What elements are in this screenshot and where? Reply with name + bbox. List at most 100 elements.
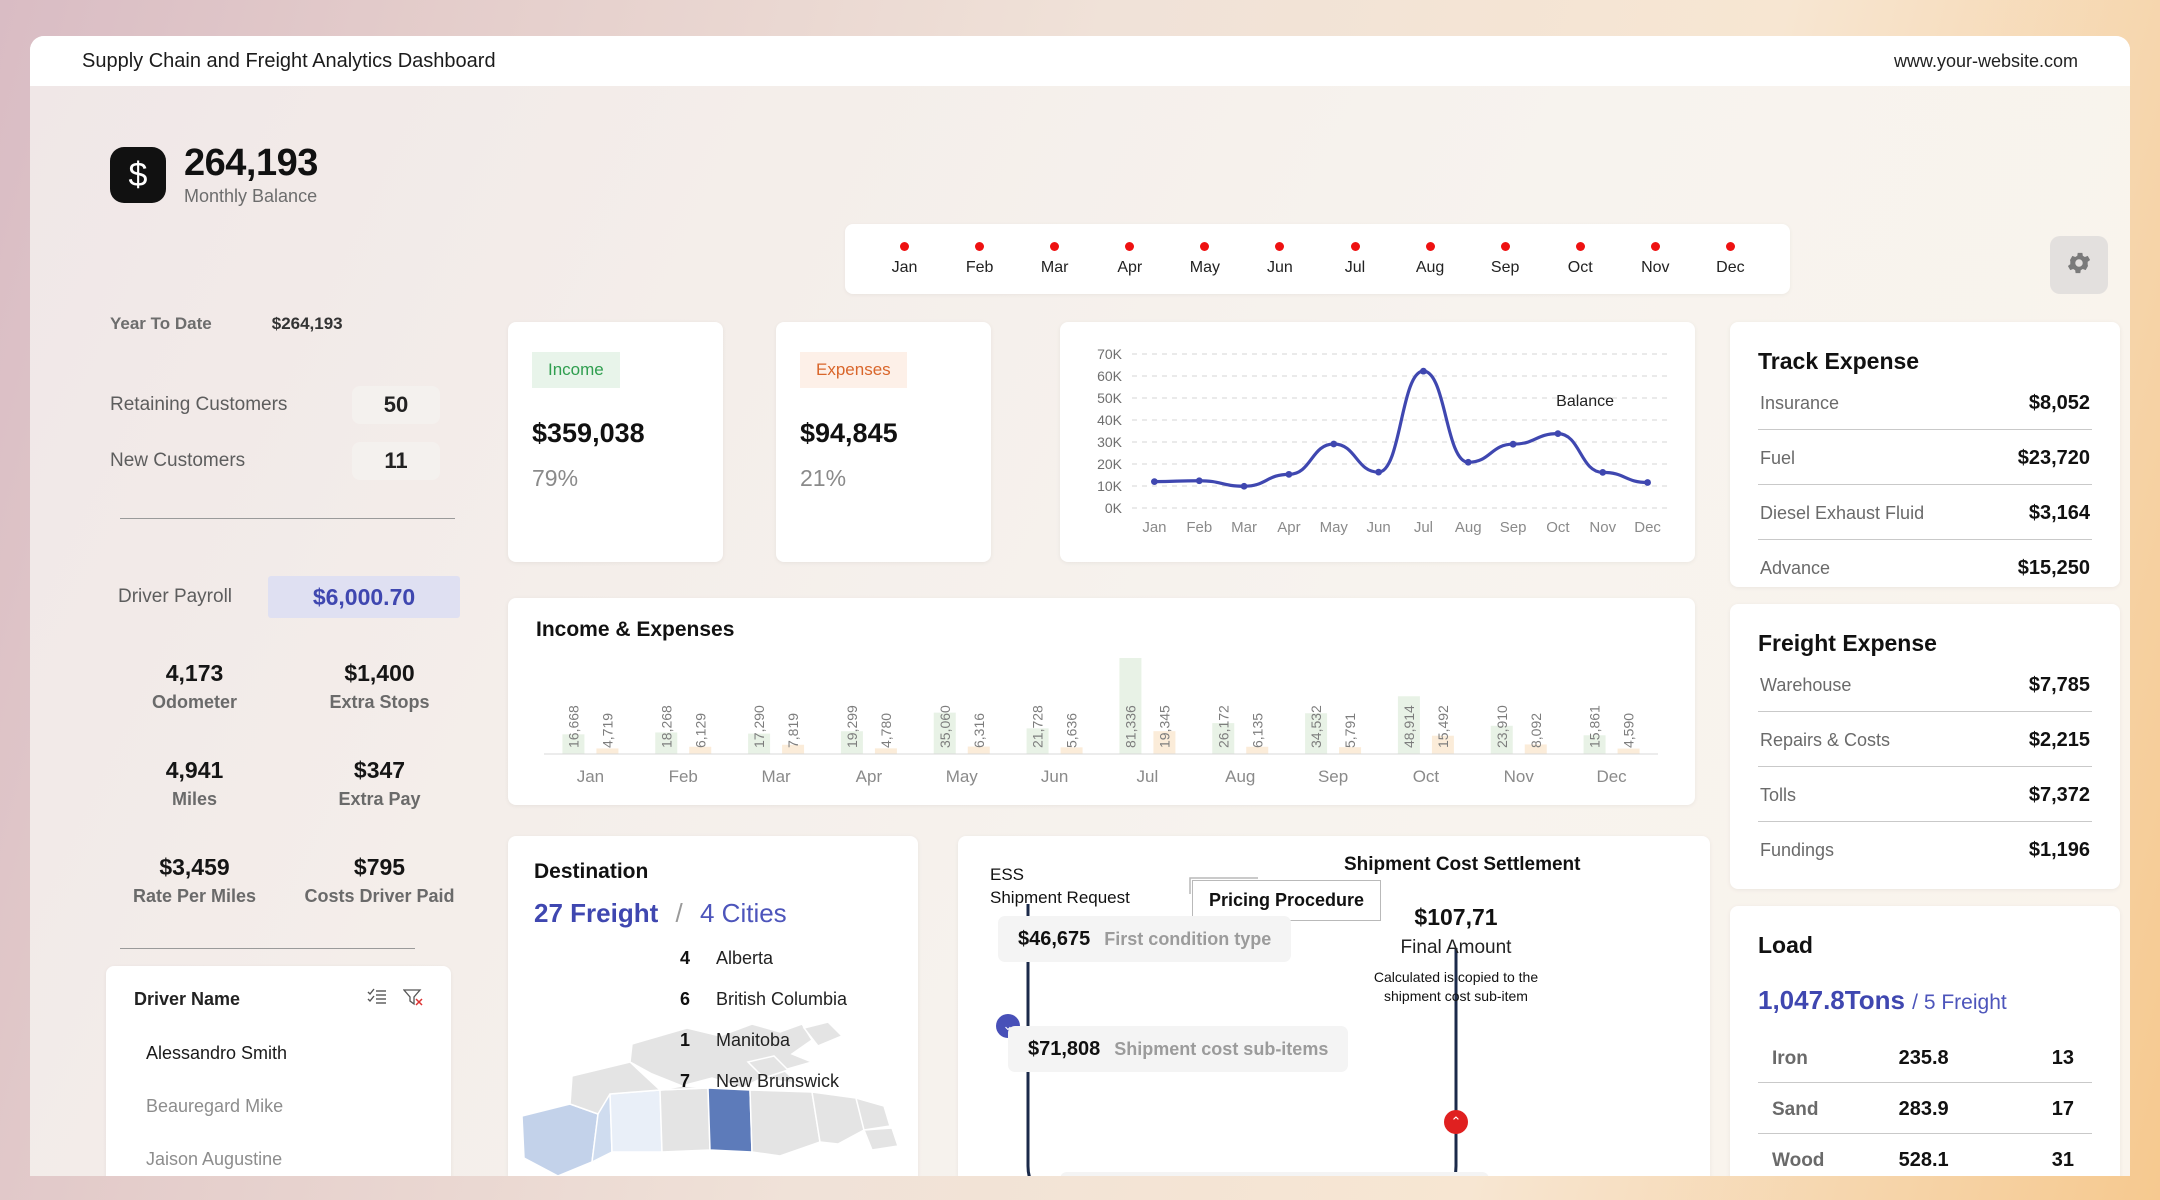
month-item-jul[interactable]: Jul xyxy=(1317,241,1392,277)
list-item[interactable]: Jaison Augustine xyxy=(146,1149,283,1169)
month-label: Jan xyxy=(891,258,918,276)
table-row: Fuel $23,720 xyxy=(1758,430,2092,485)
month-item-oct[interactable]: Oct xyxy=(1543,241,1618,277)
retaining-customers-row: Retaining Customers 50 xyxy=(110,386,440,424)
svg-text:Sep: Sep xyxy=(1500,519,1527,536)
month-label: Oct xyxy=(1567,258,1593,276)
flow-source-line2: Shipment Request xyxy=(990,887,1130,907)
svg-text:Aug: Aug xyxy=(1455,519,1482,536)
load-tons-value: 235.8 xyxy=(1898,1047,1949,1069)
top-bar: Supply Chain and Freight Analytics Dashb… xyxy=(30,36,2130,86)
driver-name-panel: Driver Name xyxy=(106,966,451,1176)
table-row: Tolls $7,372 xyxy=(1758,767,2092,822)
month-item-jun[interactable]: Jun xyxy=(1242,241,1317,277)
month-selector[interactable]: Jan Feb Mar Apr May Jun Jul Aug Sep Oct … xyxy=(845,224,1790,294)
svg-text:Mar: Mar xyxy=(761,767,791,786)
load-freight-count: / 5 Freight xyxy=(1912,991,2007,1014)
table-row: Repairs & Costs $2,215 xyxy=(1758,712,2092,767)
svg-text:21,728: 21,728 xyxy=(1030,705,1046,748)
freight-expense-card: Freight Expense Warehouse $7,785 Repairs… xyxy=(1730,604,2120,889)
month-item-may[interactable]: May xyxy=(1167,241,1242,277)
stat-value: 4,941 xyxy=(165,757,224,783)
svg-text:Oct: Oct xyxy=(1546,519,1570,536)
ytd-value: $264,193 xyxy=(271,314,343,333)
stat-miles: 4,941 Miles xyxy=(102,735,287,832)
new-customers-label: New Customers xyxy=(110,450,246,471)
settings-button[interactable] xyxy=(2050,236,2108,294)
freight-expense-title: Freight Expense xyxy=(1758,630,1937,656)
svg-text:Nov: Nov xyxy=(1589,519,1616,536)
month-dot-icon xyxy=(1125,241,1135,251)
income-expenses-chart-svg: 16,668 4,719 Jan 18,268 6,129 Feb 17,290 7,819 M… xyxy=(544,658,1658,786)
month-label: Sep xyxy=(1490,258,1520,276)
flow-node-ere-stage[interactable]: $61,036 ERE Stage xyxy=(1060,1172,1278,1176)
load-tons-value: 528.1 xyxy=(1898,1149,1949,1171)
svg-text:17,290: 17,290 xyxy=(751,705,767,748)
month-dot-icon xyxy=(1275,241,1285,251)
expense-value: $15,250 xyxy=(2017,557,2090,579)
note-line1: Calculated is copied to the xyxy=(1373,969,1539,985)
driver-panel-title: Driver Name xyxy=(134,989,241,1009)
svg-text:Oct: Oct xyxy=(1413,767,1440,786)
month-item-jan[interactable]: Jan xyxy=(867,241,942,277)
svg-text:6,316: 6,316 xyxy=(971,713,987,748)
load-material: Iron xyxy=(1772,1047,1808,1069)
list-item[interactable]: Beauregard Mike xyxy=(146,1096,284,1116)
flow-node-first-condition-type[interactable]: $46,675 First condition type xyxy=(998,916,1292,962)
month-label: Feb xyxy=(965,258,994,276)
table-row: Wood 528.1 31 xyxy=(1758,1134,2092,1176)
stat-label: Extra Pay xyxy=(338,789,421,809)
filter-clear-icon[interactable] xyxy=(402,988,423,1011)
province-name: British Columbia xyxy=(716,989,848,1009)
month-item-apr[interactable]: Apr xyxy=(1092,241,1167,277)
expense-value: $23,720 xyxy=(2017,447,2090,469)
month-item-mar[interactable]: Mar xyxy=(1017,241,1092,277)
table-row: Insurance $8,052 xyxy=(1758,375,2092,430)
expense-value: $3,164 xyxy=(2028,502,2090,524)
month-item-nov[interactable]: Nov xyxy=(1618,241,1693,277)
svg-text:26,172: 26,172 xyxy=(1215,705,1231,748)
month-item-sep[interactable]: Sep xyxy=(1468,241,1543,277)
cities-count: 4 xyxy=(699,898,715,928)
stat-label: Costs Driver Paid xyxy=(304,886,455,906)
stat-label: Miles xyxy=(171,789,218,809)
note-line2: shipment cost sub-item xyxy=(1384,987,1528,1004)
month-item-aug[interactable]: Aug xyxy=(1393,241,1468,277)
balance-line-chart: 0K 10K 20K 30K 40K 50K 60K 70K Jan Feb Mar Apr May Ju… xyxy=(1060,322,1695,562)
stat-value: $795 xyxy=(353,854,406,880)
svg-text:Mar: Mar xyxy=(1231,519,1257,536)
load-tons: 1,047.8 xyxy=(1758,985,1845,1015)
expense-value: $8,052 xyxy=(2028,392,2090,414)
flow-node-shipment-cost-sub-items[interactable]: $71,808 Shipment cost sub-items xyxy=(1008,1026,1349,1072)
stat-label: Rate Per Miles xyxy=(132,886,257,906)
province-name: Alberta xyxy=(716,948,774,968)
svg-text:70K: 70K xyxy=(1097,346,1123,362)
month-item-feb[interactable]: Feb xyxy=(942,241,1017,277)
month-dot-icon xyxy=(1050,241,1060,251)
svg-text:20K: 20K xyxy=(1097,456,1123,472)
svg-text:15,861: 15,861 xyxy=(1587,705,1603,748)
province-name: New Brunswick xyxy=(716,1071,840,1091)
income-amount: $359,038 xyxy=(532,418,645,448)
dollar-icon: $ xyxy=(110,147,166,204)
load-tons-value: 283.9 xyxy=(1898,1098,1949,1120)
monthly-balance-kpi: $ 264,193 Monthly Balance xyxy=(110,143,318,207)
stat-value: $347 xyxy=(353,757,406,783)
new-customers-value: 11 xyxy=(352,442,440,480)
svg-text:10K: 10K xyxy=(1097,478,1123,494)
svg-text:30K: 30K xyxy=(1097,434,1123,450)
list-item: 1 Manitoba xyxy=(680,1030,847,1051)
driver-payroll-row: Driver Payroll $6,000.70 xyxy=(118,576,474,618)
list-item[interactable]: Alessandro Smith xyxy=(146,1043,288,1063)
stat-value: 4,173 xyxy=(165,660,224,686)
chevron-up-icon[interactable]: ⌃ xyxy=(1444,1110,1468,1134)
month-item-dec[interactable]: Dec xyxy=(1693,241,1768,277)
province-name: Manitoba xyxy=(716,1030,791,1050)
flow-node-basic-freight[interactable]: $89,760 Basic freight xyxy=(1254,1172,1490,1176)
stat-label: Extra Stops xyxy=(329,692,430,712)
final-amount-note: Calculated is copied to the shipment cos… xyxy=(1356,968,1556,1006)
final-amount-block: $107,71 Final Amount xyxy=(1356,904,1556,959)
flow-source-line1: ESS xyxy=(990,865,1025,884)
svg-text:7,819: 7,819 xyxy=(785,713,801,748)
checklist-icon[interactable] xyxy=(367,988,387,1011)
